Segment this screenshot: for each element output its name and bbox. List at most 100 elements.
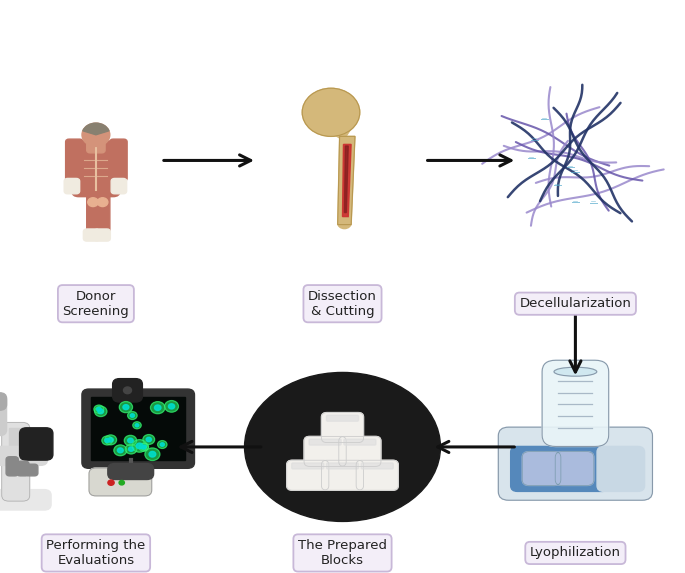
Polygon shape <box>338 136 355 225</box>
Text: The Prepared
Blocks: The Prepared Blocks <box>298 539 387 567</box>
Text: Lyophilization: Lyophilization <box>530 547 621 559</box>
Circle shape <box>108 438 113 442</box>
Circle shape <box>95 406 107 417</box>
FancyBboxPatch shape <box>112 379 142 402</box>
Circle shape <box>133 422 141 429</box>
FancyBboxPatch shape <box>304 437 346 466</box>
Circle shape <box>127 411 137 419</box>
FancyBboxPatch shape <box>0 446 47 465</box>
FancyBboxPatch shape <box>111 178 127 194</box>
FancyBboxPatch shape <box>0 393 7 410</box>
FancyBboxPatch shape <box>82 389 195 468</box>
Circle shape <box>164 401 178 412</box>
Circle shape <box>127 438 134 443</box>
FancyBboxPatch shape <box>6 457 18 476</box>
Circle shape <box>102 436 112 445</box>
Circle shape <box>149 452 155 457</box>
FancyBboxPatch shape <box>2 423 29 501</box>
FancyBboxPatch shape <box>292 463 324 469</box>
FancyBboxPatch shape <box>356 460 398 490</box>
Circle shape <box>338 217 351 229</box>
Polygon shape <box>345 146 348 213</box>
Circle shape <box>146 437 151 442</box>
Circle shape <box>143 434 155 445</box>
Ellipse shape <box>554 367 597 376</box>
Circle shape <box>136 443 143 449</box>
FancyBboxPatch shape <box>95 229 110 241</box>
FancyBboxPatch shape <box>344 439 376 445</box>
FancyBboxPatch shape <box>0 394 7 435</box>
FancyBboxPatch shape <box>327 463 358 469</box>
Text: Donor
Screening: Donor Screening <box>62 290 129 317</box>
Circle shape <box>169 404 175 409</box>
Circle shape <box>123 405 129 410</box>
Circle shape <box>105 438 110 442</box>
Polygon shape <box>342 144 351 217</box>
Circle shape <box>97 198 108 207</box>
FancyBboxPatch shape <box>26 464 38 476</box>
FancyBboxPatch shape <box>287 460 329 490</box>
FancyBboxPatch shape <box>87 186 103 240</box>
Circle shape <box>88 198 99 207</box>
Text: Dissection
& Cutting: Dissection & Cutting <box>308 290 377 317</box>
Circle shape <box>151 402 165 414</box>
Circle shape <box>108 480 114 485</box>
FancyBboxPatch shape <box>110 139 127 181</box>
FancyBboxPatch shape <box>72 141 120 197</box>
Circle shape <box>140 443 149 450</box>
Circle shape <box>160 443 164 446</box>
FancyBboxPatch shape <box>555 452 594 485</box>
FancyBboxPatch shape <box>89 468 152 496</box>
FancyBboxPatch shape <box>361 463 393 469</box>
FancyBboxPatch shape <box>510 446 609 492</box>
FancyBboxPatch shape <box>0 489 51 510</box>
Circle shape <box>155 405 161 410</box>
Circle shape <box>125 444 137 454</box>
FancyBboxPatch shape <box>309 439 341 445</box>
Circle shape <box>119 402 132 413</box>
Circle shape <box>129 447 134 452</box>
FancyBboxPatch shape <box>321 413 364 442</box>
Circle shape <box>105 435 116 445</box>
FancyBboxPatch shape <box>108 464 153 480</box>
FancyBboxPatch shape <box>542 360 609 446</box>
FancyBboxPatch shape <box>321 460 364 490</box>
FancyBboxPatch shape <box>93 186 110 240</box>
FancyBboxPatch shape <box>84 229 99 241</box>
Circle shape <box>82 123 110 147</box>
FancyBboxPatch shape <box>597 446 645 492</box>
Text: Performing the
Evaluations: Performing the Evaluations <box>47 539 145 567</box>
Circle shape <box>132 439 147 452</box>
Circle shape <box>123 387 132 394</box>
Circle shape <box>114 445 127 456</box>
FancyBboxPatch shape <box>64 178 79 194</box>
Circle shape <box>98 409 103 414</box>
FancyBboxPatch shape <box>16 461 29 476</box>
Circle shape <box>119 480 125 485</box>
FancyBboxPatch shape <box>92 397 185 460</box>
FancyBboxPatch shape <box>522 452 561 485</box>
Circle shape <box>124 435 136 446</box>
Polygon shape <box>321 116 350 140</box>
Circle shape <box>142 445 147 448</box>
FancyBboxPatch shape <box>20 428 53 460</box>
FancyBboxPatch shape <box>66 139 83 181</box>
Circle shape <box>145 448 160 461</box>
FancyBboxPatch shape <box>327 415 358 421</box>
Circle shape <box>117 448 123 453</box>
Text: Decellularization: Decellularization <box>519 297 632 310</box>
Circle shape <box>139 444 148 451</box>
Wedge shape <box>83 123 109 135</box>
Circle shape <box>94 405 104 413</box>
Circle shape <box>158 441 167 449</box>
Circle shape <box>302 88 360 136</box>
Circle shape <box>97 407 101 411</box>
Polygon shape <box>9 429 23 450</box>
Circle shape <box>142 446 146 449</box>
FancyBboxPatch shape <box>87 139 105 153</box>
FancyBboxPatch shape <box>339 437 381 466</box>
FancyBboxPatch shape <box>498 427 652 500</box>
Ellipse shape <box>245 372 440 521</box>
Circle shape <box>135 423 139 427</box>
Circle shape <box>130 414 134 417</box>
